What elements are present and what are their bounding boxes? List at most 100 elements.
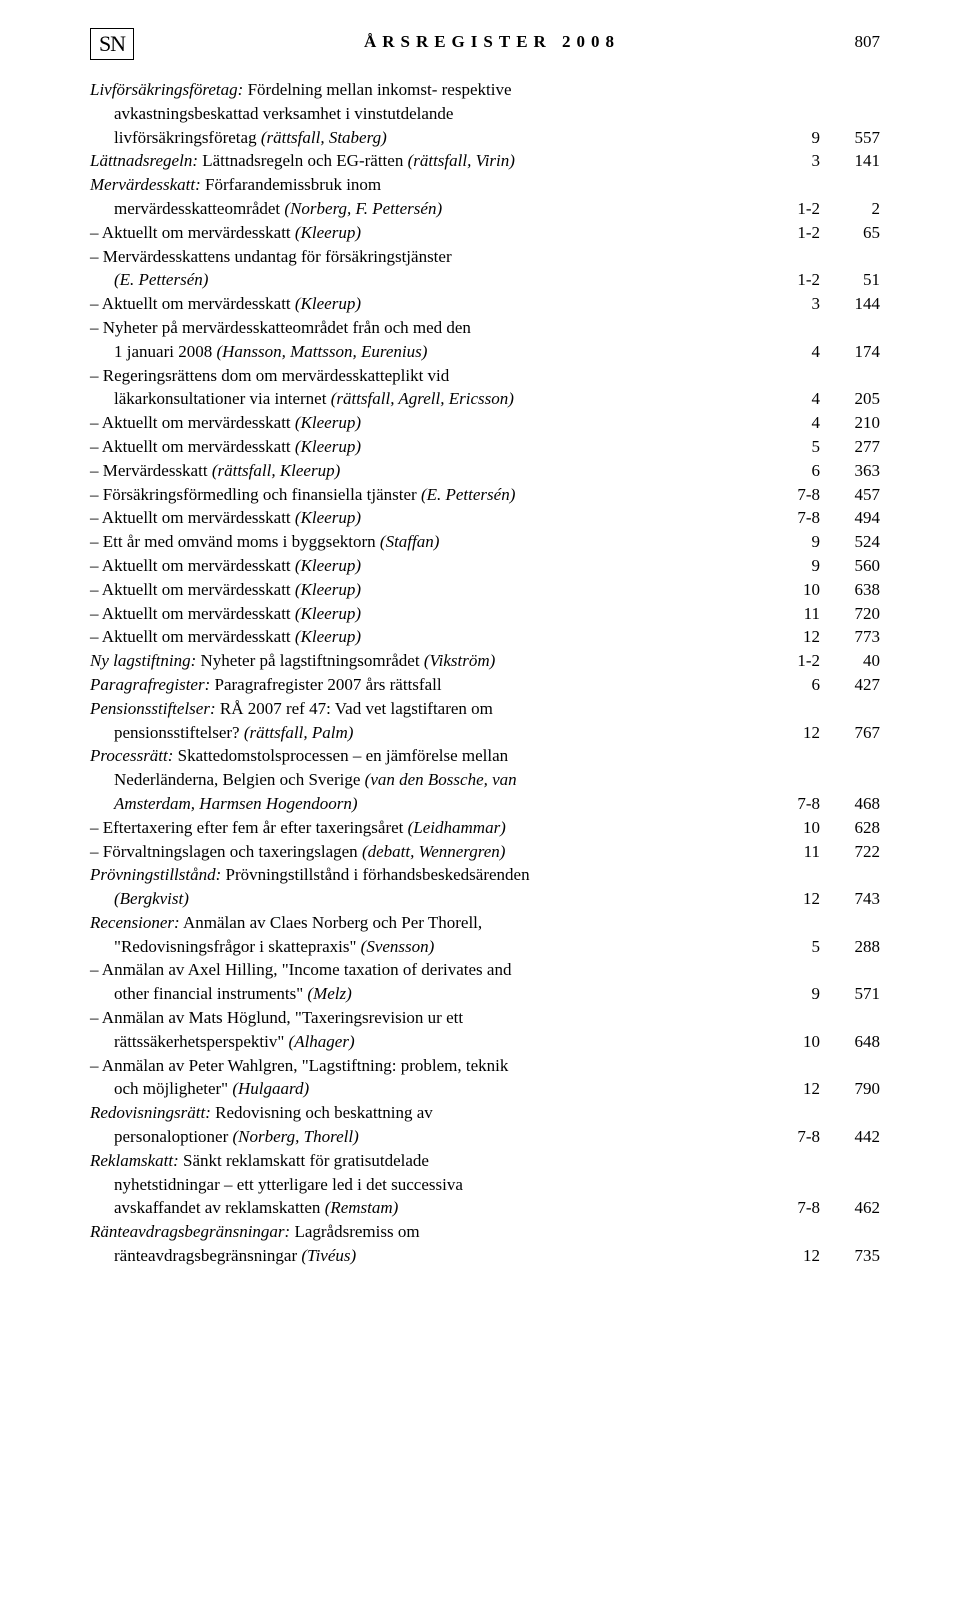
index-line-text: – Förvaltningslagen och taxeringslagen (… (90, 840, 772, 864)
index-line-text: avkastningsbeskattad verksamhet i vinstu… (90, 102, 772, 126)
index-line-page (820, 1173, 880, 1197)
index-line: avskaffandet av reklamskatten (Remstam)7… (90, 1196, 880, 1220)
index-line: – Mervärdesskattens undantag för försäkr… (90, 245, 880, 269)
index-line: – Aktuellt om mervärdesskatt (Kleerup)1-… (90, 221, 880, 245)
index-line: – Försäkringsförmedling och finansiella … (90, 483, 880, 507)
index-line-page (820, 1006, 880, 1030)
index-line-text: Nederländerna, Belgien och Sverige (van … (90, 768, 772, 792)
index-line-page: 767 (820, 721, 880, 745)
index-line-issue (772, 1149, 820, 1173)
index-line-page (820, 911, 880, 935)
index-line-text: Paragrafregister: Paragrafregister 2007 … (90, 673, 772, 697)
index-line-page: 442 (820, 1125, 880, 1149)
index-line: – Anmälan av Axel Hilling, "Income taxat… (90, 958, 880, 982)
index-line: Livförsäkringsföretag: Fördelning mellan… (90, 78, 880, 102)
index-line-page: 457 (820, 483, 880, 507)
index-line: – Mervärdesskatt (rättsfall, Kleerup)636… (90, 459, 880, 483)
index-line-issue: 11 (772, 602, 820, 626)
index-line-text: Livförsäkringsföretag: Fördelning mellan… (90, 78, 772, 102)
index-line-issue (772, 697, 820, 721)
index-line: – Nyheter på mervärdesskatteområdet från… (90, 316, 880, 340)
index-line-issue: 5 (772, 935, 820, 959)
index-line-text: – Eftertaxering efter fem år efter taxer… (90, 816, 772, 840)
index-line: "Redovisningsfrågor i skattepraxis" (Sve… (90, 935, 880, 959)
index-line-page (820, 1054, 880, 1078)
index-line-page (820, 364, 880, 388)
index-line: Lättnadsregeln: Lättnadsregeln och EG-rä… (90, 149, 880, 173)
index-line: – Regeringsrättens dom om mervärdesskatt… (90, 364, 880, 388)
index-line-issue (772, 1173, 820, 1197)
index-line-page: 427 (820, 673, 880, 697)
index-line-issue (772, 1054, 820, 1078)
index-line-issue (772, 1220, 820, 1244)
index-line-page: 524 (820, 530, 880, 554)
index-line-page: 743 (820, 887, 880, 911)
index-line-page: 648 (820, 1030, 880, 1054)
index-line-page (820, 1149, 880, 1173)
index-line-text: – Aktuellt om mervärdesskatt (Kleerup) (90, 435, 772, 459)
index-line-issue: 5 (772, 435, 820, 459)
index-line-page: 638 (820, 578, 880, 602)
index-line-issue (772, 364, 820, 388)
index-line: (E. Pettersén)1-251 (90, 268, 880, 292)
index-line-issue: 7-8 (772, 1196, 820, 1220)
index-line: Nederländerna, Belgien och Sverige (van … (90, 768, 880, 792)
index-line-text: rättssäkerhetsperspektiv" (Alhager) (90, 1030, 772, 1054)
index-line-text: mervärdesskatteområdet (Norberg, F. Pett… (90, 197, 772, 221)
index-line-page (820, 102, 880, 126)
index-line: – Aktuellt om mervärdesskatt (Kleerup)52… (90, 435, 880, 459)
index-line-text: pensionsstiftelser? (rättsfall, Palm) (90, 721, 772, 745)
index-line-issue: 1-2 (772, 197, 820, 221)
index-line-page (820, 744, 880, 768)
index-line-issue: 9 (772, 982, 820, 1006)
index-line-page: 205 (820, 387, 880, 411)
index-line-text: – Nyheter på mervärdesskatteområdet från… (90, 316, 772, 340)
index-line-page (820, 245, 880, 269)
index-line-text: – Mervärdesskattens undantag för försäkr… (90, 245, 772, 269)
index-line-issue: 6 (772, 673, 820, 697)
index-line-text: – Regeringsrättens dom om mervärdesskatt… (90, 364, 772, 388)
index-line-issue: 6 (772, 459, 820, 483)
index-line: (Bergkvist)12743 (90, 887, 880, 911)
index-line-text: – Aktuellt om mervärdesskatt (Kleerup) (90, 578, 772, 602)
document-page: SN ÅRSREGISTER 2008 807 Livförsäkringsfö… (0, 0, 960, 1604)
index-line-issue (772, 173, 820, 197)
index-line-page: 773 (820, 625, 880, 649)
index-line-text: – Ett år med omvänd moms i byggsektorn (… (90, 530, 772, 554)
index-line-page: 560 (820, 554, 880, 578)
index-line-page (820, 697, 880, 721)
index-line-text: (E. Pettersén) (90, 268, 772, 292)
index-line-issue (772, 316, 820, 340)
index-line-issue: 9 (772, 530, 820, 554)
index-line-text: Mervärdesskatt: Förfarandemissbruk inom (90, 173, 772, 197)
index-line-text: läkarkonsultationer via internet (rättsf… (90, 387, 772, 411)
index-line-page: 494 (820, 506, 880, 530)
index-line: personaloptioner (Norberg, Thorell)7-844… (90, 1125, 880, 1149)
index-line-issue: 1-2 (772, 649, 820, 673)
index-line-page: 2 (820, 197, 880, 221)
page-number: 807 (838, 28, 880, 52)
index-line: Redovisningsrätt: Redovisning och beskat… (90, 1101, 880, 1125)
index-line-issue (772, 768, 820, 792)
index-line-page (820, 173, 880, 197)
index-line: – Aktuellt om mervärdesskatt (Kleerup)12… (90, 625, 880, 649)
index-line-issue (772, 911, 820, 935)
index-line-issue (772, 102, 820, 126)
index-line-issue (772, 863, 820, 887)
index-line-issue (772, 1006, 820, 1030)
index-line-issue: 12 (772, 887, 820, 911)
index-line: Ny lagstiftning: Nyheter på lagstiftning… (90, 649, 880, 673)
index-line-issue: 12 (772, 1077, 820, 1101)
index-content: Livförsäkringsföretag: Fördelning mellan… (90, 78, 880, 1268)
index-line-page (820, 768, 880, 792)
index-line-text: other financial instruments" (Melz) (90, 982, 772, 1006)
index-line-text: "Redovisningsfrågor i skattepraxis" (Sve… (90, 935, 772, 959)
index-line: – Aktuellt om mervärdesskatt (Kleerup)42… (90, 411, 880, 435)
index-line-page: 628 (820, 816, 880, 840)
index-line-page (820, 1101, 880, 1125)
index-line-text: ränteavdragsbegränsningar (Tivéus) (90, 1244, 772, 1268)
index-line-page: 468 (820, 792, 880, 816)
index-line-text: Ränteavdragsbegränsningar: Lagrådsremiss… (90, 1220, 772, 1244)
journal-logo: SN (90, 28, 134, 60)
index-line: Processrätt: Skattedomstolsprocessen – e… (90, 744, 880, 768)
